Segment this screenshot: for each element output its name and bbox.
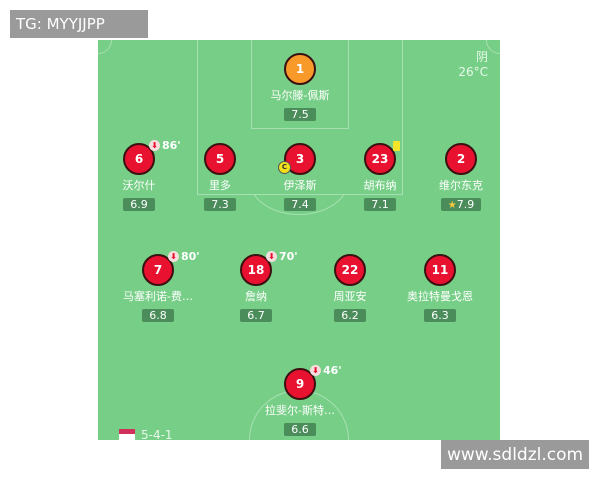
player-number-badge: 18 ⬇ 70' — [240, 250, 298, 286]
player-number: 9 — [295, 377, 305, 391]
player-5[interactable]: 5 里多 7.3 — [160, 143, 280, 212]
player-rating: 6.7 — [240, 309, 272, 322]
substitution-icon: ⬇ — [168, 251, 179, 262]
rating-value: 6.7 — [247, 309, 265, 322]
rating-value: 6.6 — [291, 423, 309, 436]
substitution-icon: ⬇ — [149, 140, 160, 151]
player-number-badge: 9 ⬇ 46' — [284, 364, 342, 400]
player-rating: 7.4 — [284, 198, 316, 211]
player-number-badge: 5 — [204, 143, 236, 175]
player-2[interactable]: 2 维尔东克 ★7.9 — [401, 143, 500, 212]
player-number: 3 — [295, 152, 305, 166]
player-rating: 6.8 — [142, 309, 174, 322]
substitution-icon: ⬇ — [310, 365, 321, 376]
player-9[interactable]: 9 ⬇ 46' 拉斐尔-斯特… 6.6 — [240, 364, 360, 437]
player-name: 奥拉特曼戈恩 — [407, 290, 473, 303]
top-left-watermark: TG: MYYJJPP — [10, 10, 148, 38]
team-flag-icon — [119, 429, 135, 440]
player-name: 维尔东克 — [439, 179, 483, 192]
player-rating: 7.3 — [204, 198, 236, 211]
player-number: 18 — [247, 263, 265, 277]
weather-temperature: 26°C — [458, 65, 488, 79]
substitution: ⬇ 46' — [310, 364, 342, 377]
substitution: ⬇ 70' — [266, 250, 298, 263]
player-number-badge: 22 — [334, 254, 366, 286]
player-number-badge: 23 — [364, 141, 400, 175]
weather-condition: 阴 — [475, 50, 488, 64]
player-name: 周亚安 — [333, 290, 367, 303]
player-7[interactable]: 7 ⬇ 80' 马塞利诺-费… 6.8 — [98, 250, 218, 323]
rating-value: 7.5 — [291, 108, 309, 121]
player-name: 胡布纳 — [363, 179, 397, 192]
player-name: 马塞利诺-费… — [123, 290, 193, 303]
player-number-badge: 6 ⬇ 86' — [123, 139, 181, 175]
rating-value: 6.2 — [341, 309, 359, 322]
corner-arc-left — [98, 40, 112, 54]
player-name: 沃尔什 — [122, 179, 156, 192]
player-name: 马尔滕-佩斯 — [270, 89, 330, 102]
rating-value: 6.8 — [149, 309, 167, 322]
rating-value: 7.1 — [371, 198, 389, 211]
player-rating: 7.5 — [284, 108, 316, 121]
penalty-box — [197, 40, 403, 195]
formation-label: 5-4-1 — [141, 428, 173, 440]
player-number-badge: 7 ⬇ 80' — [142, 250, 200, 286]
rating-value: 7.9 — [456, 198, 475, 211]
player-18[interactable]: 18 ⬇ 70' 詹纳 6.7 — [196, 250, 316, 323]
substitution-minute: 70' — [279, 250, 298, 263]
player-number: 11 — [431, 263, 449, 277]
player-number-badge: 1 — [284, 53, 316, 85]
player-rating: ★7.9 — [440, 198, 482, 211]
player-number-badge: 11 — [424, 254, 456, 286]
goal-area — [251, 40, 349, 129]
formation: 5-4-1 — [119, 428, 173, 440]
rating-value: 7.3 — [211, 198, 229, 211]
substitution: ⬇ 86' — [149, 139, 181, 152]
player-rating: 6.3 — [424, 309, 456, 322]
player-rating: 6.2 — [334, 309, 366, 322]
substitution: ⬇ 80' — [168, 250, 200, 263]
player-1[interactable]: 1 马尔滕-佩斯 7.5 — [240, 53, 360, 122]
player-number: 5 — [215, 152, 225, 166]
player-number: 7 — [153, 263, 163, 277]
pitch: 阴 26°C 5-4-1 1 马尔滕-佩斯 7.5 6 ⬇ 86' 沃尔什 6.9 5 里多 7.3… — [98, 40, 500, 440]
player-number: 23 — [371, 152, 389, 166]
player-number-badge: 2 — [445, 143, 477, 175]
player-rating: 6.9 — [123, 198, 155, 211]
player-rating: 7.1 — [364, 198, 396, 211]
player-rating: 6.6 — [284, 423, 316, 436]
captain-icon: C — [278, 161, 291, 174]
player-name: 詹纳 — [245, 290, 267, 303]
star-icon: ★ — [447, 200, 457, 211]
player-name: 里多 — [209, 179, 231, 192]
substitution-minute: 80' — [181, 250, 200, 263]
player-number: 1 — [295, 62, 305, 76]
player-number: 2 — [456, 152, 466, 166]
player-number: 6 — [134, 152, 144, 166]
player-23[interactable]: 23 胡布纳 7.1 — [320, 141, 440, 212]
substitution-minute: 46' — [323, 364, 342, 377]
player-22[interactable]: 22 周亚安 6.2 — [290, 254, 410, 323]
corner-arc-right — [486, 40, 500, 54]
player-name: 拉斐尔-斯特… — [265, 404, 335, 417]
substitution-icon: ⬇ — [266, 251, 277, 262]
player-name: 伊泽斯 — [283, 179, 317, 192]
player-6[interactable]: 6 ⬇ 86' 沃尔什 6.9 — [98, 139, 199, 212]
player-3[interactable]: 3 C 伊泽斯 7.4 — [240, 143, 360, 212]
rating-value: 7.4 — [291, 198, 309, 211]
player-11[interactable]: 11 奥拉特曼戈恩 6.3 — [380, 254, 500, 323]
rating-value: 6.9 — [130, 198, 148, 211]
bottom-right-watermark: www.sdldzl.com — [441, 440, 589, 469]
yellow-card-icon — [393, 141, 400, 151]
player-number: 22 — [341, 263, 359, 277]
rating-value: 6.3 — [431, 309, 449, 322]
substitution-minute: 86' — [162, 139, 181, 152]
